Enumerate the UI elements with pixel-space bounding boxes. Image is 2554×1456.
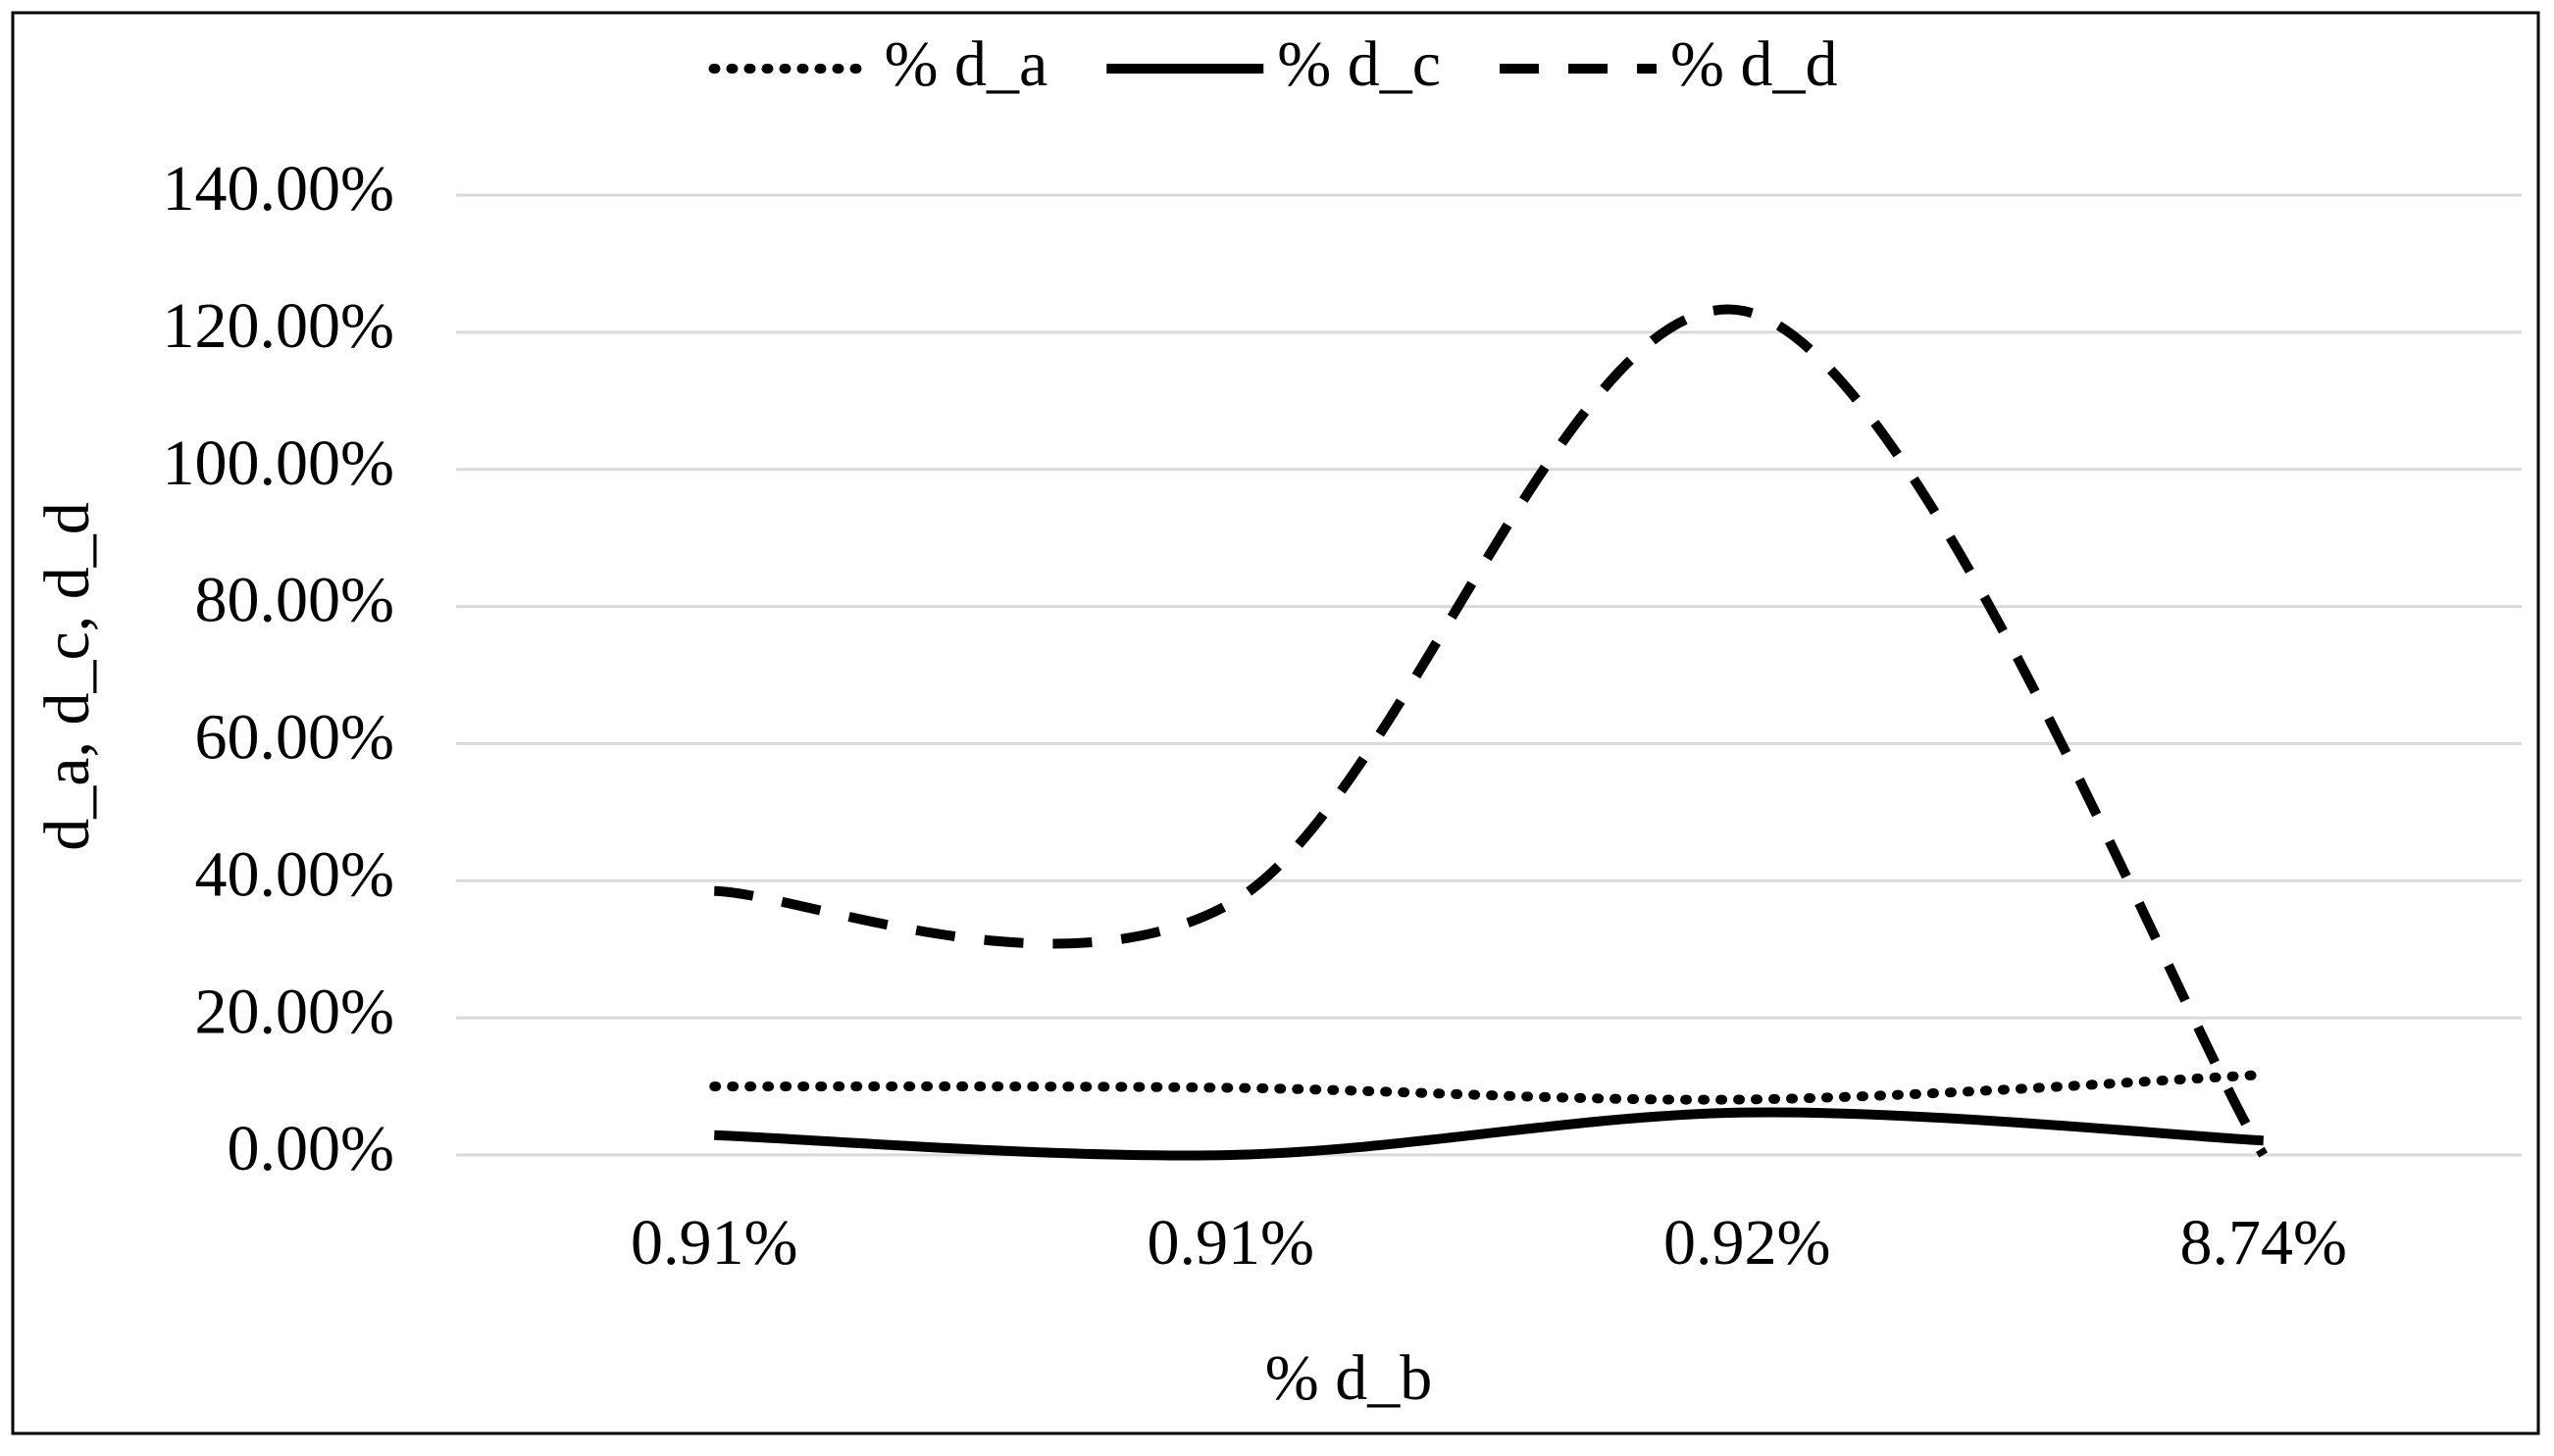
x-axis-title: % d_b <box>1265 1342 1432 1414</box>
legend-label: % d_d <box>1670 28 1837 100</box>
y-tick-label: 60.00% <box>195 702 394 774</box>
x-tick-label: 0.91% <box>1148 1207 1314 1279</box>
y-tick-label: 140.00% <box>163 153 394 225</box>
x-tick-label: 0.91% <box>631 1207 797 1279</box>
legend-label: % d_a <box>884 28 1047 100</box>
y-tick-label: 20.00% <box>195 976 394 1047</box>
series-line <box>709 1070 2269 1105</box>
y-tick-label: 40.00% <box>195 838 394 910</box>
y-tick-label: 100.00% <box>163 427 394 499</box>
series-line <box>714 304 2269 1158</box>
y-tick-label: 0.00% <box>228 1113 394 1184</box>
y-tick-label: 80.00% <box>195 565 394 636</box>
chart-border <box>11 11 2540 1435</box>
series-line <box>714 1107 2265 1161</box>
x-tick-label: 8.74% <box>2180 1207 2347 1279</box>
x-tick-label: 0.92% <box>1663 1207 1830 1279</box>
y-axis-title: d_a, d_c, d_d <box>31 502 103 851</box>
y-tick-label: 120.00% <box>163 290 394 362</box>
legend-label: % d_c <box>1277 28 1441 100</box>
